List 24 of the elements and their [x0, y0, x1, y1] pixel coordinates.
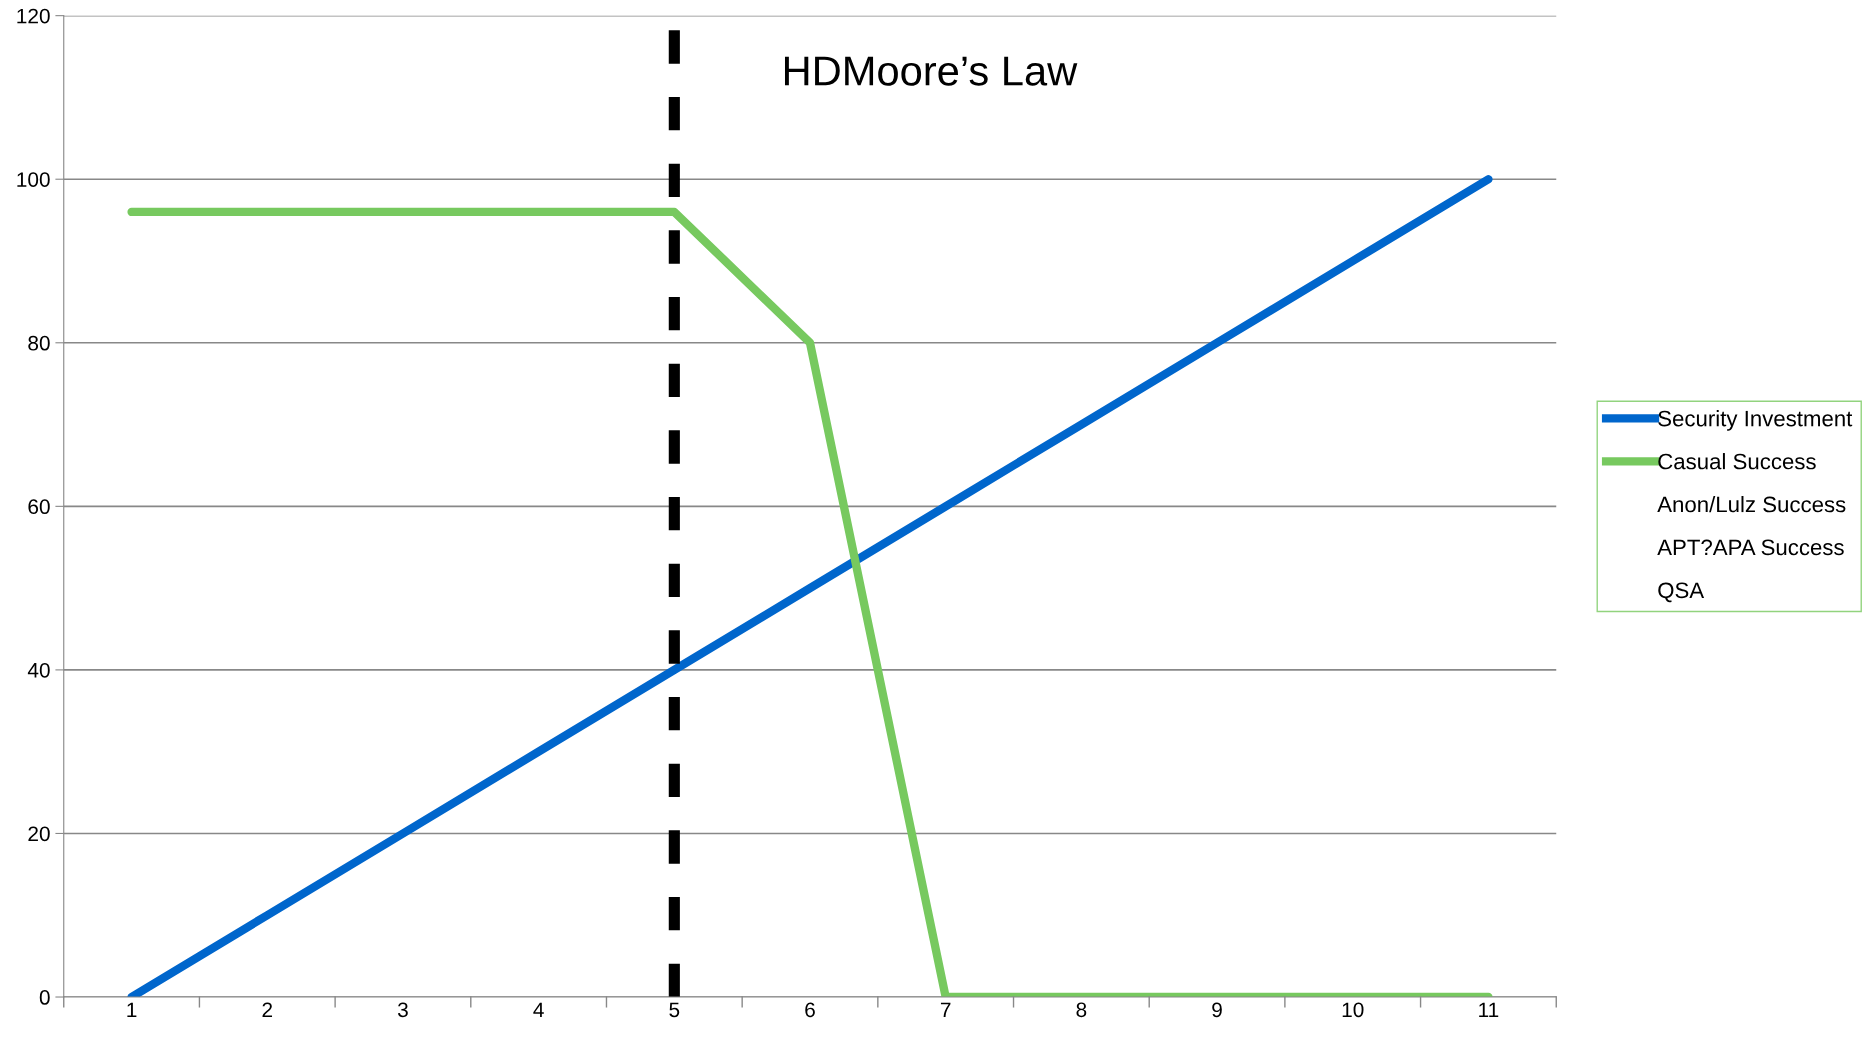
x-tick-label: 5: [669, 1002, 680, 1018]
legend-label: Security Investment: [1658, 410, 1853, 431]
y-tick-label: 100: [17, 172, 50, 187]
y-tick-label: 80: [28, 335, 50, 351]
x-tick-label: 9: [1212, 1002, 1222, 1018]
x-tick-label: 4: [533, 1002, 544, 1017]
y-tick-label: 0: [39, 990, 50, 1005]
x-tick-label: 11: [1479, 1002, 1499, 1017]
y-tick-label: 120: [17, 8, 50, 24]
text: APT?APA Success: [1657, 539, 1844, 556]
text: HDMoore’s Law: [785, 56, 1078, 86]
x-tick-label: 10: [1342, 1002, 1364, 1018]
x-tick-label: 2: [262, 1002, 273, 1017]
x-tick-label: 8: [1076, 1002, 1087, 1018]
text: QSA: [1658, 582, 1705, 603]
y-tick-label: 20: [28, 826, 50, 842]
text: Anon/Lulz Success: [1657, 495, 1846, 513]
x-tick-label: 6: [805, 1002, 815, 1018]
x-tick-label: 3: [397, 1002, 408, 1018]
y-tick-label: 40: [27, 662, 50, 678]
y-tick-label: 60: [28, 499, 50, 515]
x-tick-label: 7: [940, 1002, 951, 1017]
x-tick-label: 1: [127, 1002, 137, 1017]
legend-label: Casual Success: [1658, 453, 1816, 470]
